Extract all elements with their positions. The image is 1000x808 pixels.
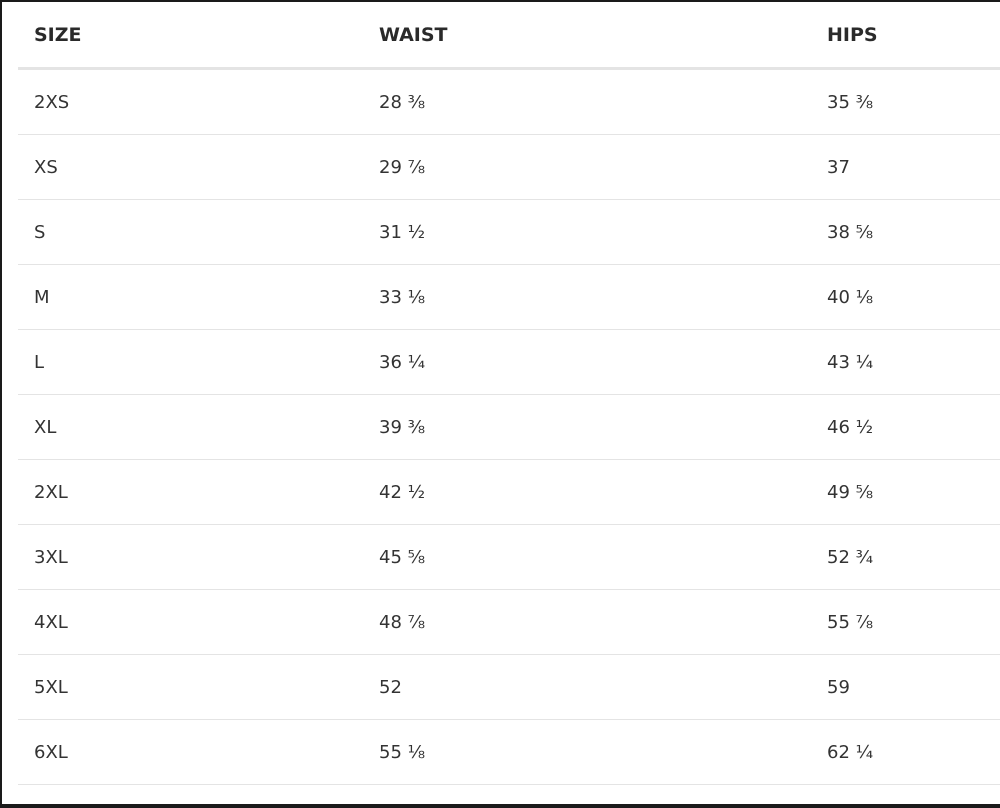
column-header: WAIST [363,2,811,70]
cell: XL [18,394,363,460]
size-row: 5XL 52 59 [18,654,1000,720]
header-row: SIZE WAIST HIPS [18,2,1000,70]
cell: 39 ⅜ [363,394,811,460]
cell: 5XL [18,654,363,720]
cell: 48 ⅞ [363,589,811,655]
cell: XS [18,134,363,200]
size-row: XS 29 ⅞ 37 [18,134,1000,200]
size-row: 3XL 45 ⅝ 52 ¾ [18,524,1000,590]
cell: 62 ¼ [811,719,1000,785]
cell: 33 ⅛ [363,264,811,330]
cell: 45 ⅝ [363,524,811,590]
cell: 40 ⅛ [811,264,1000,330]
size-row: M 33 ⅛ 40 ⅛ [18,264,1000,330]
cell: 31 ½ [363,199,811,265]
cell: 36 ¼ [363,329,811,395]
cell: 42 ½ [363,459,811,525]
size-table: SIZE WAIST HIPS 2XS 28 ⅜ 35 ⅜ XS 29 ⅞ 37 S 31 ½ 38… [18,2,1000,785]
cell: 52 [363,654,811,720]
size-row: 2XS 28 ⅜ 35 ⅜ [18,68,1000,135]
cell: 4XL [18,589,363,655]
column-header: HIPS [811,2,1000,70]
size-row: 4XL 48 ⅞ 55 ⅞ [18,589,1000,655]
column-header: SIZE [18,2,363,70]
cell: 43 ¼ [811,329,1000,395]
size-row: 2XL 42 ½ 49 ⅝ [18,459,1000,525]
size-row: 6XL 55 ⅛ 62 ¼ [18,719,1000,785]
cell: 49 ⅝ [811,459,1000,525]
cell: S [18,199,363,265]
cell: 6XL [18,719,363,785]
cell: 35 ⅜ [811,68,1000,135]
size-row: XL 39 ⅜ 46 ½ [18,394,1000,460]
cell: 28 ⅜ [363,68,811,135]
size-row: S 31 ½ 38 ⅝ [18,199,1000,265]
size-row: L 36 ¼ 43 ¼ [18,329,1000,395]
cell: 55 ⅛ [363,719,811,785]
cell: 2XL [18,459,363,525]
cell: 3XL [18,524,363,590]
cell: 46 ½ [811,394,1000,460]
cell: M [18,264,363,330]
cell: 55 ⅞ [811,589,1000,655]
cell: 37 [811,134,1000,200]
cell: 2XS [18,68,363,135]
cell: 59 [811,654,1000,720]
cell: 38 ⅝ [811,199,1000,265]
cell: 29 ⅞ [363,134,811,200]
cell: 52 ¾ [811,524,1000,590]
cell: L [18,329,363,395]
